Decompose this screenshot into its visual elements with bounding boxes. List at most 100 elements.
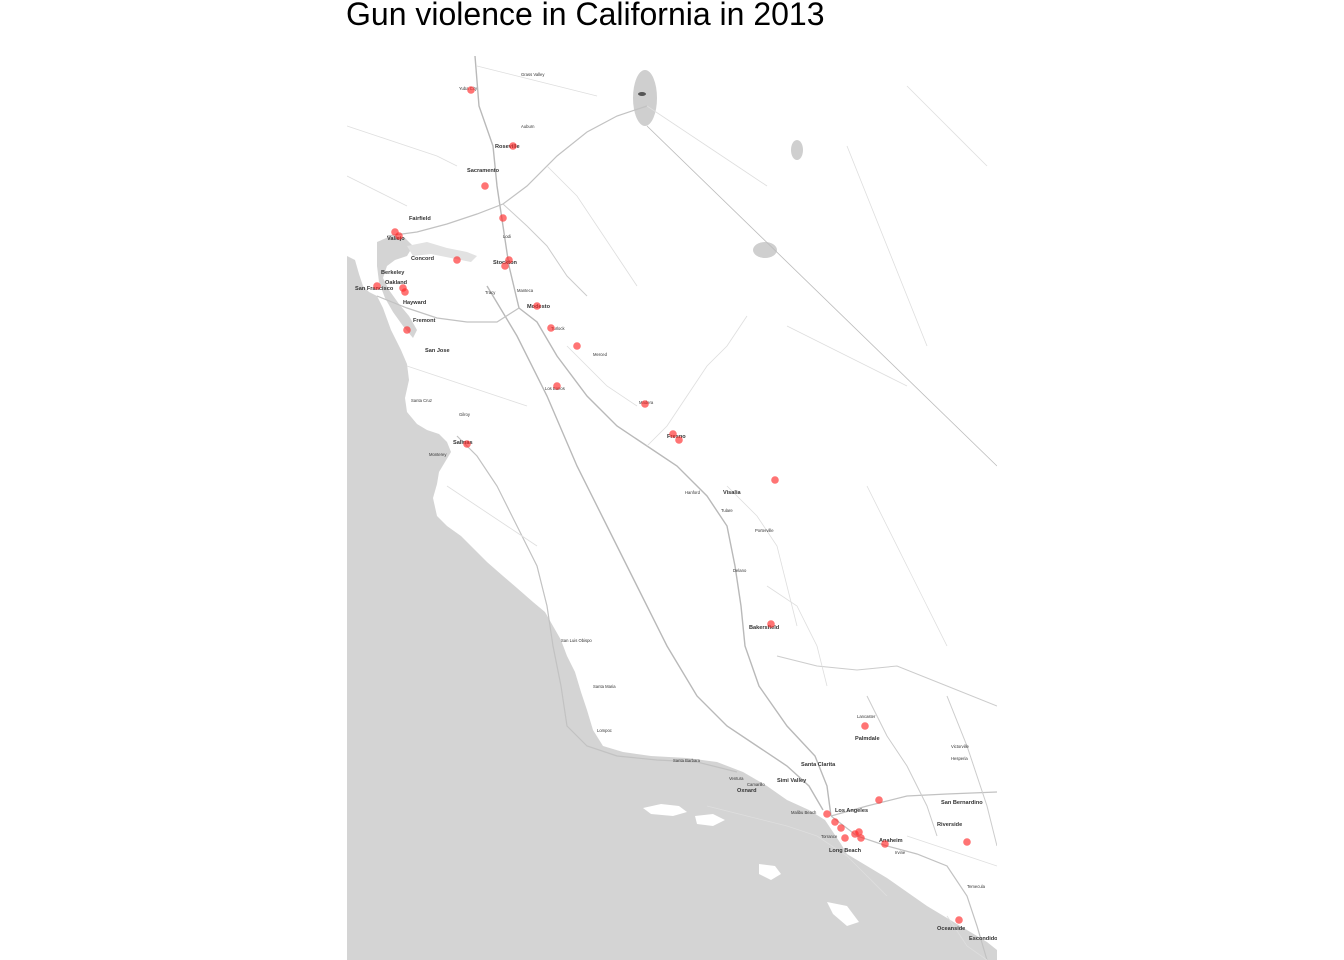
place-label: Fairfield	[409, 216, 431, 222]
place-label: Salinas	[453, 440, 473, 446]
incident-point[interactable]	[861, 722, 869, 730]
place-label: Bakersfield	[749, 625, 780, 631]
road	[566, 345, 638, 407]
incident-point[interactable]	[831, 818, 839, 826]
place-label: Oxnard	[737, 788, 757, 794]
place-label: San Jose	[425, 348, 450, 354]
incident-point[interactable]	[875, 796, 883, 804]
road	[546, 165, 638, 287]
place-label: San Luis Obispo	[561, 638, 592, 643]
place-label: Santa Barbara	[673, 758, 701, 763]
incident-point[interactable]	[553, 382, 561, 390]
place-label: Torrance	[821, 834, 838, 839]
island	[827, 902, 859, 926]
road-network	[347, 55, 997, 960]
place-label: Temecula	[967, 884, 986, 889]
place-label: Lancaster	[857, 714, 876, 719]
place-label: Long Beach	[829, 848, 862, 854]
road	[347, 175, 408, 207]
road	[816, 835, 888, 897]
incident-point[interactable]	[837, 824, 845, 832]
place-label: Berkeley	[381, 270, 405, 276]
place-label: San Bernardino	[941, 800, 983, 806]
incident-point[interactable]	[669, 430, 677, 438]
incident-point[interactable]	[533, 302, 541, 310]
incident-point[interactable]	[501, 262, 509, 270]
place-label: Tulare	[721, 508, 733, 513]
island	[759, 864, 781, 880]
place-label: Hayward	[403, 300, 427, 306]
road	[786, 325, 908, 387]
road	[406, 365, 528, 407]
map-canvas[interactable]: Sacramento Roseville Fairfield Vallejo Conco…	[347, 46, 997, 960]
delta-water	[407, 242, 477, 262]
tahoe-label-box	[638, 92, 646, 96]
place-label: Concord	[411, 256, 435, 262]
road	[486, 285, 824, 811]
incident-point[interactable]	[881, 840, 889, 848]
place-label: Camarillo	[747, 782, 765, 787]
incident-point[interactable]	[463, 440, 471, 448]
place-label: Oceanside	[937, 926, 965, 932]
place-label: Monterey	[429, 452, 447, 457]
road	[502, 203, 588, 297]
incident-point[interactable]	[373, 282, 381, 290]
road	[646, 315, 748, 447]
place-label: Merced	[593, 352, 608, 357]
place-label: Vallejo	[387, 236, 405, 242]
incident-point[interactable]	[395, 232, 403, 240]
incident-point[interactable]	[499, 214, 507, 222]
road	[446, 485, 538, 547]
incident-point[interactable]	[505, 256, 513, 264]
place-label: Fresno	[667, 434, 686, 440]
road	[456, 435, 738, 773]
incident-point[interactable]	[857, 834, 865, 842]
sf-bay	[377, 236, 417, 338]
incident-point[interactable]	[467, 86, 475, 94]
road	[846, 145, 928, 347]
place-label: Hanford	[685, 490, 701, 495]
map-panel[interactable]: Sacramento Roseville Fairfield Vallejo Conco…	[347, 46, 997, 960]
place-label: Victorville	[951, 744, 970, 749]
incident-points	[373, 86, 971, 924]
place-label: Irvine	[895, 850, 906, 855]
incident-point[interactable]	[403, 326, 411, 334]
place-label: San Francisco	[355, 286, 394, 292]
incident-point[interactable]	[771, 476, 779, 484]
road	[830, 791, 997, 817]
road	[946, 695, 997, 847]
incident-point[interactable]	[963, 838, 971, 846]
road	[946, 915, 988, 960]
road	[376, 295, 520, 323]
border-line	[646, 125, 997, 467]
incident-point[interactable]	[509, 142, 517, 150]
incident-point[interactable]	[767, 620, 775, 628]
incident-point[interactable]	[855, 828, 863, 836]
map-title: Gun violence in California in 2013	[346, 0, 825, 32]
lake-tahoe	[633, 70, 657, 126]
incident-point[interactable]	[481, 182, 489, 190]
place-label: Anaheim	[879, 838, 903, 844]
place-label: Riverside	[937, 822, 962, 828]
place-label: Grass Valley	[521, 72, 545, 77]
incident-point[interactable]	[573, 342, 581, 350]
place-label: Auburn	[521, 124, 535, 129]
incident-point[interactable]	[823, 810, 831, 818]
mono-lake	[753, 242, 777, 258]
place-label: Santa Cruz	[411, 398, 432, 403]
island	[643, 804, 687, 816]
road	[906, 85, 988, 167]
incident-point[interactable]	[955, 916, 963, 924]
road	[476, 65, 598, 97]
incident-point[interactable]	[675, 436, 683, 444]
incident-point[interactable]	[453, 256, 461, 264]
incident-point[interactable]	[641, 400, 649, 408]
place-label: Simi Valley	[777, 778, 807, 784]
incident-point[interactable]	[841, 834, 849, 842]
incident-point[interactable]	[547, 324, 555, 332]
place-label: Santa Clarita	[801, 762, 836, 768]
place-label: Santa Maria	[593, 684, 616, 689]
place-label: Palmdale	[855, 736, 880, 742]
road	[706, 805, 818, 837]
incident-point[interactable]	[401, 288, 409, 296]
